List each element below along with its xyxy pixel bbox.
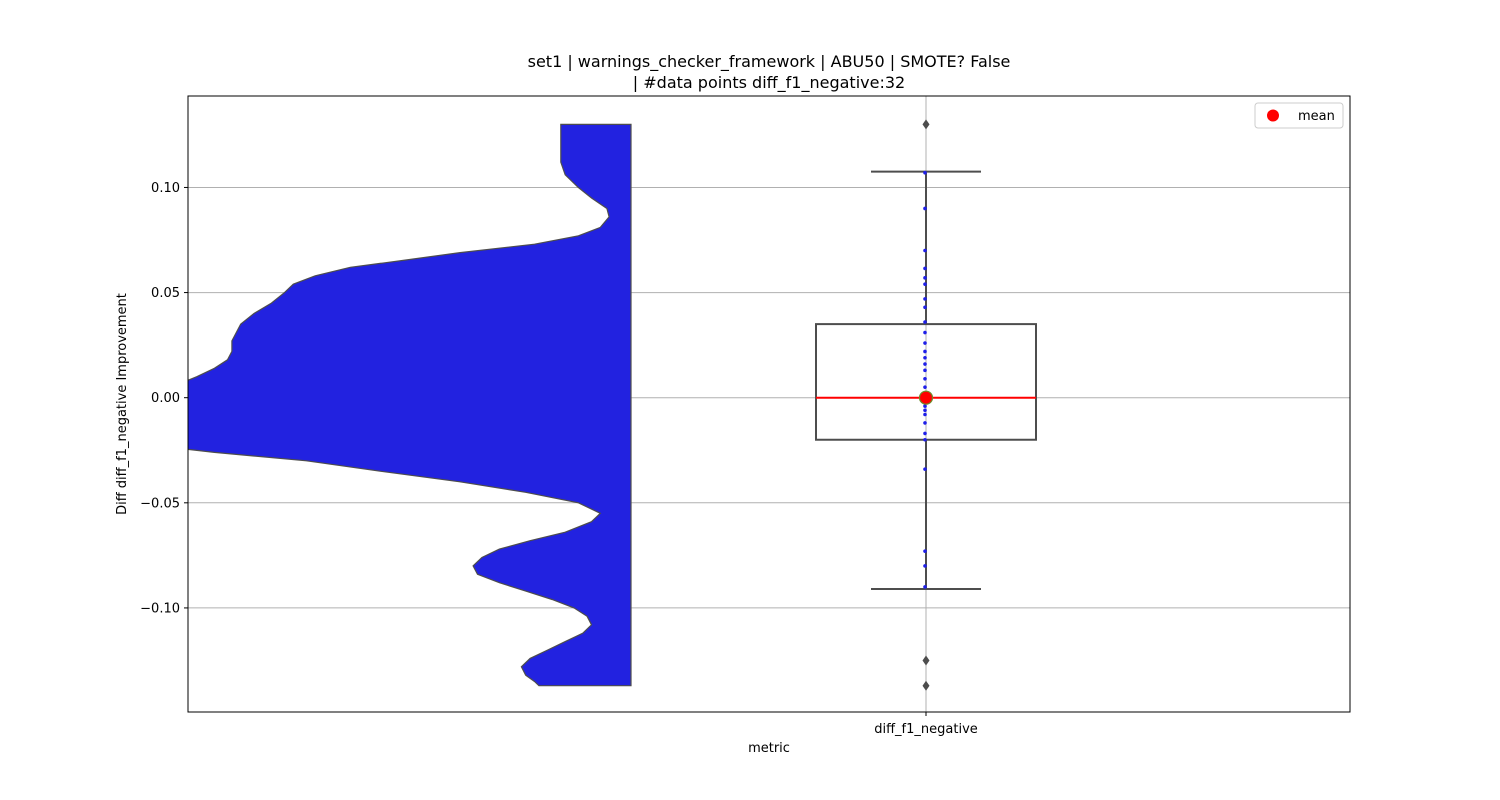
- strip-point-6: [923, 341, 927, 345]
- mean-marker: [918, 390, 934, 405]
- strip-point-3: [923, 305, 927, 310]
- strip-point-21: [923, 431, 927, 436]
- strip-point-19: [923, 412, 927, 417]
- strip-point-8: [923, 355, 927, 360]
- strip-point-9: [923, 368, 927, 373]
- strip-point-4: [923, 320, 927, 324]
- strip-point-22: [923, 437, 927, 442]
- y-axis-label: Diff diff_f1_negative Improvement: [115, 293, 130, 515]
- strip-point-24: [923, 549, 927, 553]
- strip-points-layer: [918, 170, 934, 589]
- strip-point-20: [923, 421, 927, 425]
- x-axis: diff_f1_negative: [874, 712, 978, 737]
- legend: mean: [1254, 102, 1344, 129]
- strip-point-1: [923, 276, 927, 280]
- y-tick-label-3: −0.05: [140, 496, 180, 511]
- violin-body: [188, 123, 632, 687]
- outlier-1: [922, 655, 930, 666]
- plot-frame: [187, 95, 1351, 713]
- strip-point-28: [923, 585, 927, 589]
- chart-title-line1: set1 | warnings_checker_framework | ABU5…: [528, 52, 1011, 72]
- legend-mean-label: mean: [1298, 109, 1335, 124]
- y-tick-label-2: 0.00: [151, 391, 180, 406]
- outlier-2: [922, 680, 930, 691]
- chart-title-line2: | #data points diff_f1_negative:32: [633, 73, 905, 93]
- y-tick-label-1: 0.05: [151, 286, 180, 301]
- strip-point-0: [923, 266, 927, 271]
- strip-point-2: [923, 282, 927, 286]
- y-axis: 0.10 0.05 0.00 −0.05 −0.10: [140, 181, 188, 616]
- strip-point-23: [923, 467, 927, 471]
- strip-point-10: [923, 376, 927, 381]
- strip-point-26: [923, 170, 927, 175]
- y-tick-label-4: −0.10: [140, 601, 180, 616]
- strip-point-11: [923, 385, 927, 389]
- strip-point-18: [923, 408, 927, 413]
- legend-mean-marker: [1267, 109, 1279, 122]
- x-axis-label: metric: [748, 741, 790, 756]
- strip-point-30: [923, 297, 927, 301]
- strip-point-27: [923, 206, 927, 211]
- strip-point-17: [923, 404, 927, 408]
- legend-frame: [1254, 102, 1344, 129]
- strip-point-25: [923, 564, 927, 568]
- strip-point-5: [923, 330, 927, 335]
- outlier-0: [922, 119, 930, 130]
- y-tick-label-0: 0.10: [151, 181, 180, 196]
- x-tick-label-0: diff_f1_negative: [874, 722, 978, 737]
- strip-point-7: [923, 349, 927, 354]
- strip-point-31: [923, 362, 927, 366]
- violin-layer: [188, 123, 632, 687]
- strip-point-29: [923, 248, 927, 253]
